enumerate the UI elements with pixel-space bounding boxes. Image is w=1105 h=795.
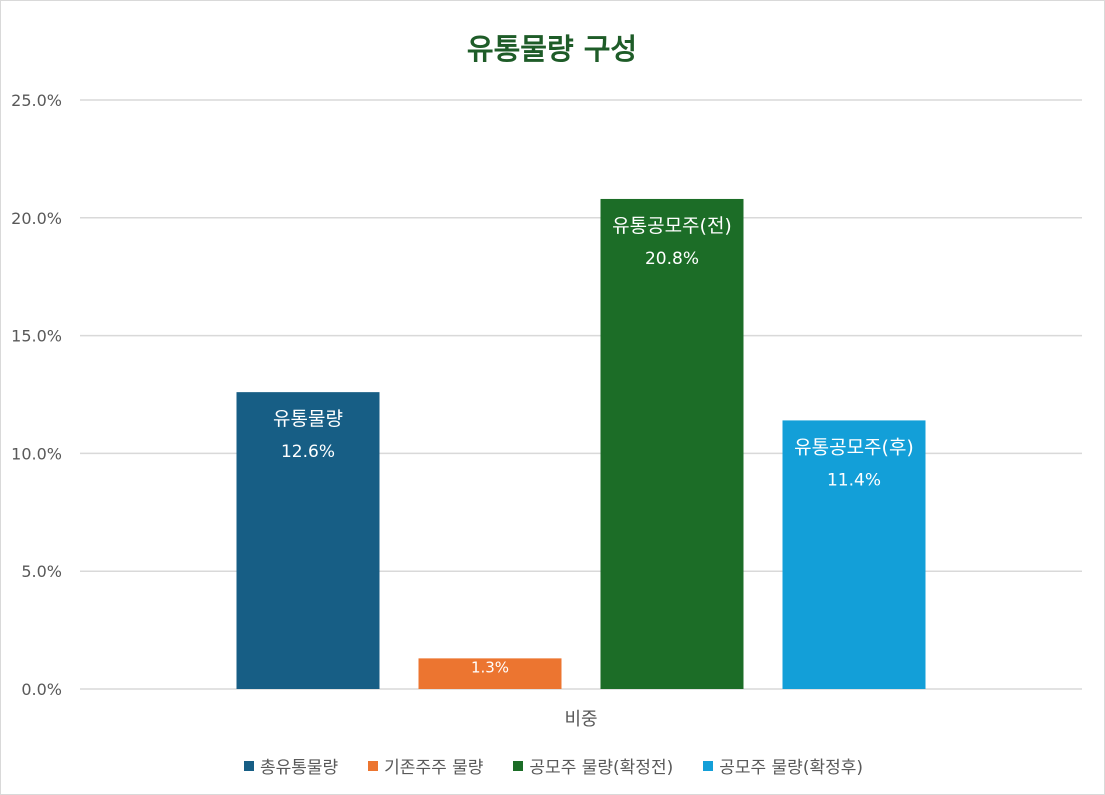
legend: 총유통물량 기존주주 물량 공모주 물량(확정전) 공모주 물량(확정후) — [1, 753, 1105, 778]
legend-item: 공모주 물량(확정전) — [513, 753, 673, 778]
legend-swatch — [243, 760, 254, 771]
data-label-name: 유통공모주(전) — [612, 215, 732, 237]
data-label-name: 유통공모주(후) — [794, 436, 914, 458]
y-tick-label: 5.0% — [21, 562, 62, 581]
y-tick-label: 25.0% — [11, 91, 62, 110]
data-label-name: 유통물량 — [273, 408, 343, 430]
gridlines — [80, 99, 1082, 690]
y-tick-label: 10.0% — [11, 444, 62, 463]
legend-label: 공모주 물량(확정후) — [719, 758, 864, 778]
chart-title: 유통물량 구성 — [467, 32, 637, 66]
legend-label: 기존주주 물량 — [384, 758, 484, 778]
legend-swatch — [513, 760, 524, 771]
legend-item: 총유통물량 — [243, 753, 339, 778]
legend-label: 총유통물량 — [259, 758, 339, 778]
legend-swatch — [368, 760, 379, 771]
legend-item: 기존주주 물량 — [368, 753, 483, 778]
y-axis-ticks: 0.0% 5.0% 10.0% 15.0% 20.0% 25.0% — [11, 91, 62, 699]
bar — [418, 658, 562, 689]
bars — [236, 198, 926, 689]
data-label-value: 20.8% — [645, 249, 699, 269]
y-tick-label: 20.0% — [11, 209, 62, 228]
legend-swatch — [703, 760, 714, 771]
legend-label: 공모주 물량(확정전) — [529, 758, 674, 778]
y-tick-label: 0.0% — [21, 680, 62, 699]
data-labels: 유통물량 12.6% 1.3% 유통공모주(전) 20.8% 유통공모주(후) 11.4% — [273, 215, 914, 676]
bar — [600, 198, 744, 689]
x-tick-label: 비중 — [564, 709, 597, 730]
y-tick-label: 15.0% — [11, 327, 62, 346]
data-label-value: 11.4% — [827, 470, 881, 490]
bar — [782, 420, 926, 689]
chart-plot: 유통물량 구성 0.0% 5.0% 10.0% 15.0% 20.0% 25.0% 유통물… — [11, 32, 1082, 730]
data-label-value: 1.3% — [471, 658, 509, 676]
data-label-value: 12.6% — [281, 442, 335, 462]
bar — [236, 392, 380, 689]
legend-item: 공모주 물량(확정후) — [703, 753, 863, 778]
x-axis-ticks: 비중 — [564, 709, 597, 730]
